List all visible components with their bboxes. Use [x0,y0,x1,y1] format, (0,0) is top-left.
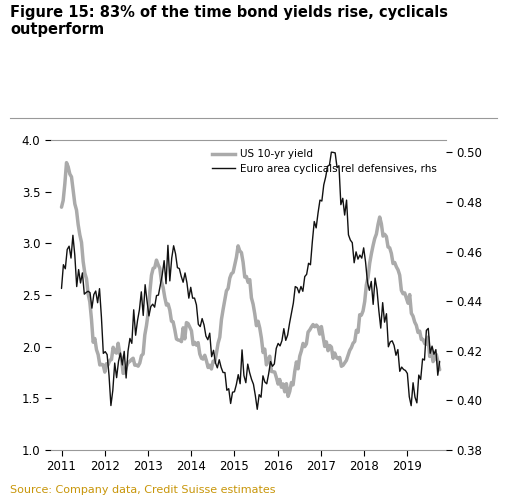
Text: Figure 15: 83% of the time bond yields rise, cyclicals
outperform: Figure 15: 83% of the time bond yields r… [10,5,448,38]
Text: Source: Company data, Credit Suisse estimates: Source: Company data, Credit Suisse esti… [10,485,276,495]
Legend: US 10-yr yield, Euro area cyclicals rel defensives, rhs: US 10-yr yield, Euro area cyclicals rel … [208,145,441,178]
